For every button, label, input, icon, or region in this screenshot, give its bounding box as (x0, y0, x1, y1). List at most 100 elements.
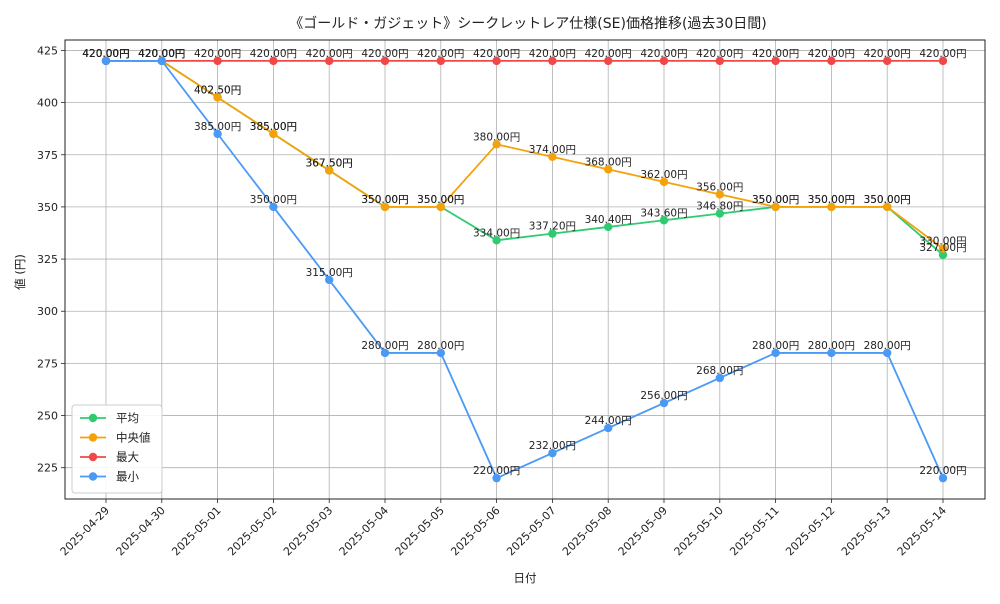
data-label: 280.00円 (417, 340, 464, 352)
data-point (659, 177, 669, 187)
data-point (269, 202, 278, 212)
series-line (106, 59, 944, 480)
data-label: 350.00円 (808, 194, 855, 206)
legend-label: 平均 (116, 411, 139, 425)
data-label: 367.50円 (306, 157, 353, 169)
data-point (380, 56, 390, 66)
data-label-layer: 420.00円 420.00円 402.50円 385.00円 367.50円 350.0… (82, 48, 966, 477)
data-label: 362.00円 (640, 169, 687, 181)
x-tick-label: 2025-04-30 (114, 504, 168, 558)
data-point (715, 190, 724, 199)
data-label: 420.00円 (640, 48, 687, 60)
x-tick-label: 2025-05-07 (504, 504, 558, 558)
x-tick-label: 2025-05-11 (727, 504, 781, 558)
data-label: 420.00円 (138, 48, 185, 60)
legend-label: 最大 (116, 450, 139, 464)
series-layer (101, 56, 948, 483)
data-point (213, 93, 222, 102)
data-label: 356.00円 (696, 181, 743, 193)
data-label: 420.00円 (306, 48, 353, 60)
data-label: 280.00円 (361, 340, 408, 352)
data-point (938, 244, 948, 253)
data-point (492, 140, 501, 149)
data-label: 420.00円 (194, 48, 241, 60)
data-label: 350.00円 (417, 194, 464, 206)
data-point (213, 56, 222, 66)
x-tick-label: 2025-05-06 (448, 504, 502, 558)
data-label: 350.00円 (864, 194, 911, 206)
data-point (492, 473, 501, 483)
data-label: 220.00円 (473, 465, 520, 477)
data-point (325, 166, 334, 175)
axis-layer: 2025-04-29 2025-04-30 2025-05-01 2025-05-02… (37, 39, 986, 558)
data-label: 368.00円 (585, 156, 632, 168)
y-tick-label: 275 (37, 357, 58, 370)
y-tick-label: 250 (37, 410, 58, 423)
data-label: 280.00円 (864, 340, 911, 352)
data-point (604, 165, 613, 174)
data-label: 420.00円 (696, 48, 743, 60)
data-point (715, 56, 724, 66)
data-label: 385.00円 (250, 121, 297, 133)
data-label: 350.00円 (361, 194, 408, 206)
x-tick-label: 2025-05-04 (337, 504, 391, 558)
data-point (213, 129, 222, 139)
data-label: 337.20円 (529, 221, 576, 233)
data-label: 402.50円 (194, 84, 241, 96)
x-tick-label: 2025-05-10 (672, 504, 726, 558)
x-axis-label: 日付 (514, 571, 537, 585)
data-point (101, 56, 111, 66)
y-tick-label: 300 (37, 305, 58, 318)
data-label: 374.00円 (529, 144, 576, 156)
data-label: 350.00円 (361, 194, 408, 206)
legend-marker (88, 452, 98, 462)
data-point (715, 373, 724, 383)
data-label: 330.00円 (919, 236, 966, 248)
data-label: 420.00円 (752, 48, 799, 60)
legend-marker (88, 433, 98, 442)
y-tick-label: 225 (37, 462, 58, 475)
data-point (157, 56, 166, 66)
data-point (548, 229, 557, 238)
data-point (771, 202, 780, 212)
data-label: 232.00円 (529, 440, 576, 452)
data-label: 420.00円 (82, 48, 129, 60)
data-point (604, 56, 613, 66)
y-tick-label: 375 (37, 149, 58, 162)
data-label: 280.00円 (808, 340, 855, 352)
data-point (548, 152, 557, 162)
data-point (771, 56, 780, 66)
chart-title: 《ゴールド・ガジェット》シークレットレア仕様(SE)価格推移(過去30日間) (289, 15, 766, 32)
y-tick-label: 350 (37, 201, 58, 214)
legend-marker (88, 472, 98, 481)
x-tick-label: 2025-05-09 (616, 504, 670, 558)
legend-label: 中央値 (116, 431, 151, 445)
data-label: 343.60円 (640, 207, 687, 219)
x-tick-label: 2025-05-03 (281, 504, 335, 558)
data-point (827, 56, 836, 66)
data-point (659, 56, 669, 66)
x-tick-label: 2025-05-05 (393, 504, 447, 558)
data-point (380, 348, 390, 358)
data-label: 385.00円 (250, 121, 297, 133)
grid-layer (65, 40, 985, 499)
data-label: 420.00円 (138, 48, 185, 60)
y-tick-label: 425 (37, 44, 58, 57)
data-label: 420.00円 (417, 48, 464, 60)
data-label: 367.50円 (306, 157, 353, 169)
x-tick-label: 2025-05-14 (895, 504, 949, 558)
data-label: 420.00円 (82, 48, 129, 60)
data-label: 334.00円 (473, 227, 520, 239)
data-label: 346.80円 (696, 201, 743, 213)
plot-frame (64, 39, 986, 500)
data-label: 420.00円 (585, 48, 632, 60)
data-point (492, 56, 501, 66)
data-point (492, 236, 501, 245)
legend-marker (88, 413, 98, 423)
x-tick-label: 2025-05-01 (169, 504, 223, 558)
data-point (883, 348, 892, 358)
data-label: 385.00円 (194, 121, 241, 133)
data-point (659, 216, 669, 225)
